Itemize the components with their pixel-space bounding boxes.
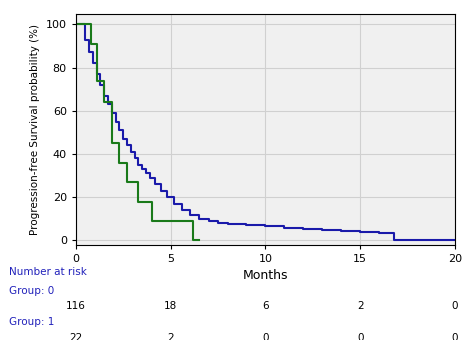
- X-axis label: Months: Months: [243, 269, 288, 283]
- Y-axis label: Progression-free Survival probability (%): Progression-free Survival probability (%…: [30, 24, 40, 235]
- Text: 116: 116: [66, 301, 86, 311]
- Text: 6: 6: [262, 301, 269, 311]
- Text: 18: 18: [164, 301, 177, 311]
- Text: 2: 2: [357, 301, 364, 311]
- Text: 22: 22: [69, 333, 82, 340]
- Text: Group: 1: Group: 1: [9, 317, 55, 327]
- Text: 2: 2: [167, 333, 174, 340]
- Text: Group: 0: Group: 0: [9, 286, 55, 295]
- Text: 0: 0: [452, 333, 458, 340]
- Text: 0: 0: [452, 301, 458, 311]
- Text: 0: 0: [262, 333, 269, 340]
- Text: 0: 0: [357, 333, 364, 340]
- Text: Number at risk: Number at risk: [9, 267, 87, 277]
